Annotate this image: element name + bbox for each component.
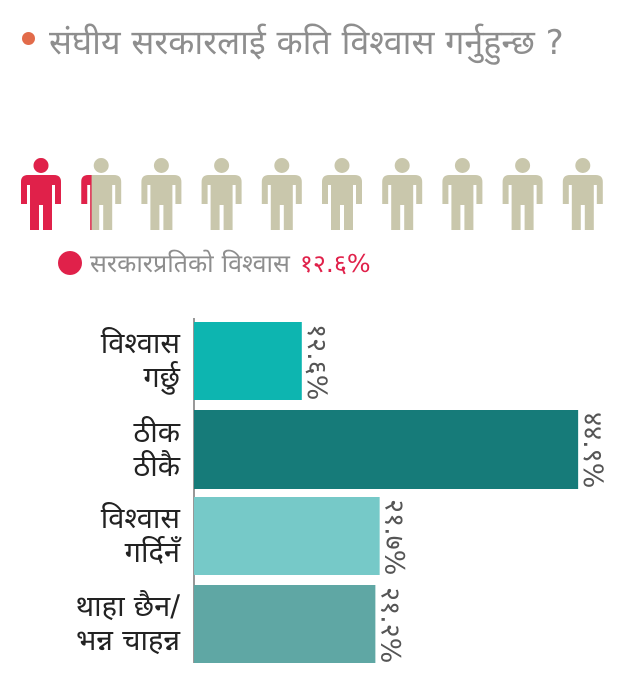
category-label-line: भन्न चाहन्न xyxy=(76,623,180,657)
bar xyxy=(194,410,579,489)
legend: सरकारप्रतिको विश्वास १२.६% xyxy=(58,246,371,280)
person-pictograph xyxy=(21,158,603,230)
person-highlight xyxy=(21,158,61,230)
data-label: ४४.९% xyxy=(577,412,608,488)
person-icon xyxy=(261,158,302,230)
person-icon xyxy=(81,158,122,230)
person-highlight xyxy=(81,175,92,230)
category-label: विश्वास गर्छु xyxy=(101,326,180,394)
data-label: १२.६% xyxy=(301,324,332,400)
person-icon xyxy=(322,158,362,230)
bar xyxy=(194,585,376,663)
data-label: २१.२% xyxy=(374,587,405,663)
person-icon xyxy=(442,158,483,230)
category-label-line: विश्वास xyxy=(100,326,180,360)
person-icon xyxy=(382,158,423,230)
bar-chart: १२.६% ४४.९% २१.७% २१.२% xyxy=(193,318,608,663)
person-icon xyxy=(502,158,543,230)
chart-title-text: संघीय सरकारलाई कति विश्वास गर्नुहुन्छ ? xyxy=(49,23,564,63)
category-label: विश्वास गर्दिनँ xyxy=(101,501,180,569)
category-label: ठीक ठीकै xyxy=(133,415,180,483)
category-label-line: थाहा छैन/ xyxy=(75,589,180,623)
category-label-line: गर्छु xyxy=(143,360,180,394)
person-icon xyxy=(141,158,182,230)
category-label: थाहा छैन/भन्न चाहन्न xyxy=(76,589,180,657)
category-label-line: विश्वास xyxy=(100,501,180,535)
legend-marker-icon xyxy=(58,251,82,275)
bar xyxy=(194,497,380,575)
legend-value: १२.६% xyxy=(299,249,371,278)
person-icon xyxy=(21,158,61,230)
chart-title: संघीय सरकारलाई कति विश्वास गर्नुहुन्छ ? xyxy=(22,18,622,68)
title-bullet-icon xyxy=(22,32,35,45)
legend-label: सरकारप्रतिको विश्वास xyxy=(90,249,290,278)
category-label-line: ठीक xyxy=(133,414,180,449)
person-icon xyxy=(201,158,242,230)
bar xyxy=(194,322,302,400)
data-label: २१.७% xyxy=(379,499,410,575)
category-label-line: ठीकै xyxy=(133,448,180,483)
person-icon xyxy=(562,158,603,230)
category-label-line: गर्दिनँ xyxy=(124,535,180,569)
